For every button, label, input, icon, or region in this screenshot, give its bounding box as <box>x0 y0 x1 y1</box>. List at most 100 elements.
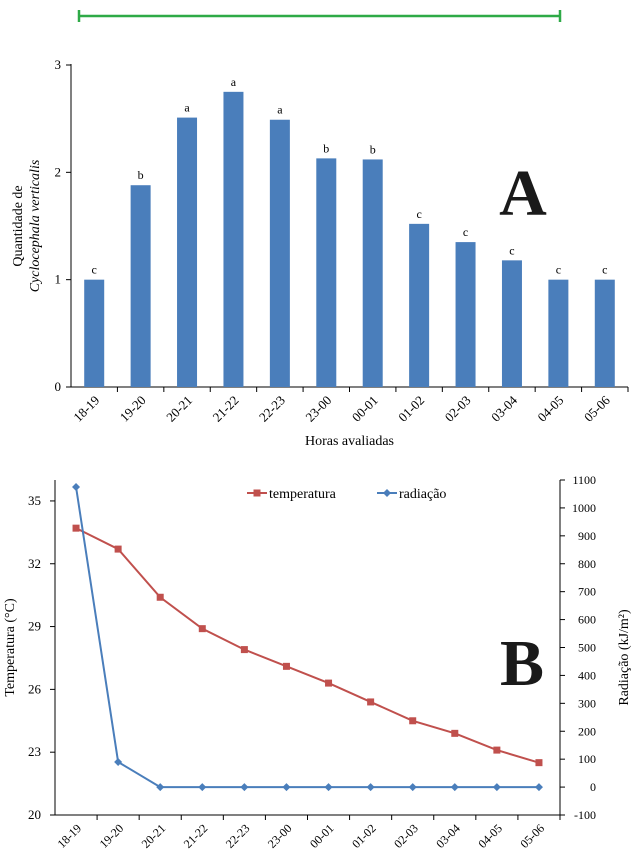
x-tick-label: 23-00 <box>302 393 334 425</box>
series-line-radiacao <box>75 486 539 789</box>
bar <box>409 223 430 387</box>
temperatura-point <box>198 625 206 633</box>
y-axis-title-a-line1: Quantidade de <box>11 185 26 266</box>
radiacao-point <box>198 783 207 792</box>
radiacao-point <box>156 783 165 792</box>
legend-label-temperatura: temperatura <box>269 487 337 502</box>
x-tick-label: 05-06 <box>581 392 613 424</box>
x-tick-label: 00-01 <box>307 821 337 851</box>
bar <box>362 159 383 387</box>
temperatura-point <box>493 746 501 754</box>
x-tick-label: 03-04 <box>433 821 463 851</box>
x-tick-label: 22-23 <box>223 821 253 851</box>
bar-data-label: c <box>602 263 607 277</box>
bar-data-label: c <box>509 243 514 257</box>
bar <box>84 279 105 387</box>
y-axis-title-left-b: Temperatura (°C) <box>3 598 18 697</box>
bar-chart-a: c b a a a b b c c c c c 0 1 2 3 18-19 19-20 20-21 21-22 22-… <box>11 10 629 449</box>
y-right-tick-label: 400 <box>578 668 596 682</box>
bar-data-label: c <box>556 263 561 277</box>
y-tick-label: 3 <box>55 57 62 72</box>
panel-label-b: B <box>500 627 544 700</box>
temperatura-point <box>282 662 290 670</box>
bar <box>269 119 290 388</box>
x-tick-label: 01-02 <box>349 821 379 851</box>
y-axis-title-a-line2: Cyclocephala verticalis <box>28 159 43 292</box>
temperatura-point <box>451 729 459 737</box>
x-tick-label: 20-21 <box>163 393 195 425</box>
x-tick-label: 00-01 <box>349 393 381 425</box>
bar-data-label: b <box>370 142 376 156</box>
temperatura-point <box>72 524 80 532</box>
x-axis-title-a: Horas avaliadas <box>305 434 394 449</box>
y-right-tick-label: 900 <box>578 529 596 543</box>
x-tick-label: 04-05 <box>475 821 505 851</box>
y-tick-label: 2 <box>55 164 62 179</box>
y-right-tick-label: -100 <box>574 808 596 822</box>
x-tick-label: 18-19 <box>54 821 84 851</box>
legend-label-radiacao: radiação <box>399 487 446 502</box>
x-tick-label: 21-22 <box>181 821 211 851</box>
y-right-tick-label: 700 <box>578 585 596 599</box>
x-tick-label: 02-03 <box>442 393 474 425</box>
radiacao-point <box>534 783 543 792</box>
bar-data-label: c <box>92 263 97 277</box>
series-b <box>72 482 543 792</box>
y-right-tick-label: 200 <box>578 724 596 738</box>
legend-marker-temperatura <box>253 489 261 497</box>
bar <box>455 242 476 387</box>
bars-a <box>84 91 615 388</box>
y-left-tick-label: 26 <box>28 681 42 696</box>
bar <box>594 279 615 387</box>
y-right-tick-label: 100 <box>578 752 596 766</box>
x-tick-label: 22-23 <box>256 393 288 425</box>
bar <box>548 279 569 387</box>
y-right-tick-label: 500 <box>578 641 596 655</box>
temperatura-point <box>156 593 164 601</box>
x-tick-label: 18-19 <box>70 393 102 425</box>
temperatura-point <box>240 646 248 654</box>
y-left-tick-label: 32 <box>28 556 41 571</box>
y-axis-title-right-b: Radiação (kJ/m²) <box>617 609 632 706</box>
bar-data-label: a <box>277 103 283 117</box>
x-tick-label: 03-04 <box>488 392 520 424</box>
y-right-tick-label: 300 <box>578 696 596 710</box>
radiacao-point <box>492 783 501 792</box>
x-tick-label: 02-03 <box>391 821 421 851</box>
temperatura-point <box>409 717 417 725</box>
temperatura-point <box>114 545 122 553</box>
x-tick-label: 05-06 <box>517 821 547 851</box>
x-tick-label: 21-22 <box>210 393 242 425</box>
legend-b: temperatura radiação <box>247 487 446 502</box>
temperatura-point <box>325 679 333 687</box>
radiacao-point <box>282 783 291 792</box>
temperatura-point <box>367 698 375 706</box>
series-line-temperatura <box>75 527 540 764</box>
panel-label-a: A <box>499 157 547 230</box>
bar <box>130 185 151 387</box>
significance-bracket <box>77 10 562 22</box>
bar-data-label: b <box>138 168 144 182</box>
y-tick-label: 0 <box>55 379 62 394</box>
bar-data-label: c <box>463 225 468 239</box>
radiacao-point <box>114 757 123 766</box>
bar-data-label: b <box>323 141 329 155</box>
radiacao-point <box>240 783 249 792</box>
x-tick-label: 04-05 <box>534 393 566 425</box>
x-tick-label: 01-02 <box>395 393 427 425</box>
legend-marker-radiacao <box>383 489 391 497</box>
y-right-tick-label: 600 <box>578 613 596 627</box>
radiacao-point <box>366 783 375 792</box>
y-right-tick-label: 1000 <box>572 501 596 515</box>
bar-data-label: c <box>416 207 421 221</box>
temperatura-point <box>535 759 543 767</box>
bar <box>177 117 198 388</box>
radiacao-point <box>450 783 459 792</box>
y-left-tick-label: 20 <box>28 807 41 822</box>
line-chart-b: 20 23 26 29 32 35 -100 0 100 200 300 400 500 600 700 80… <box>3 473 632 851</box>
x-tick-label: 20-21 <box>139 821 169 851</box>
y-left-tick-label: 23 <box>28 744 41 759</box>
radiacao-point <box>324 783 333 792</box>
y-left-tick-label: 29 <box>28 619 41 634</box>
